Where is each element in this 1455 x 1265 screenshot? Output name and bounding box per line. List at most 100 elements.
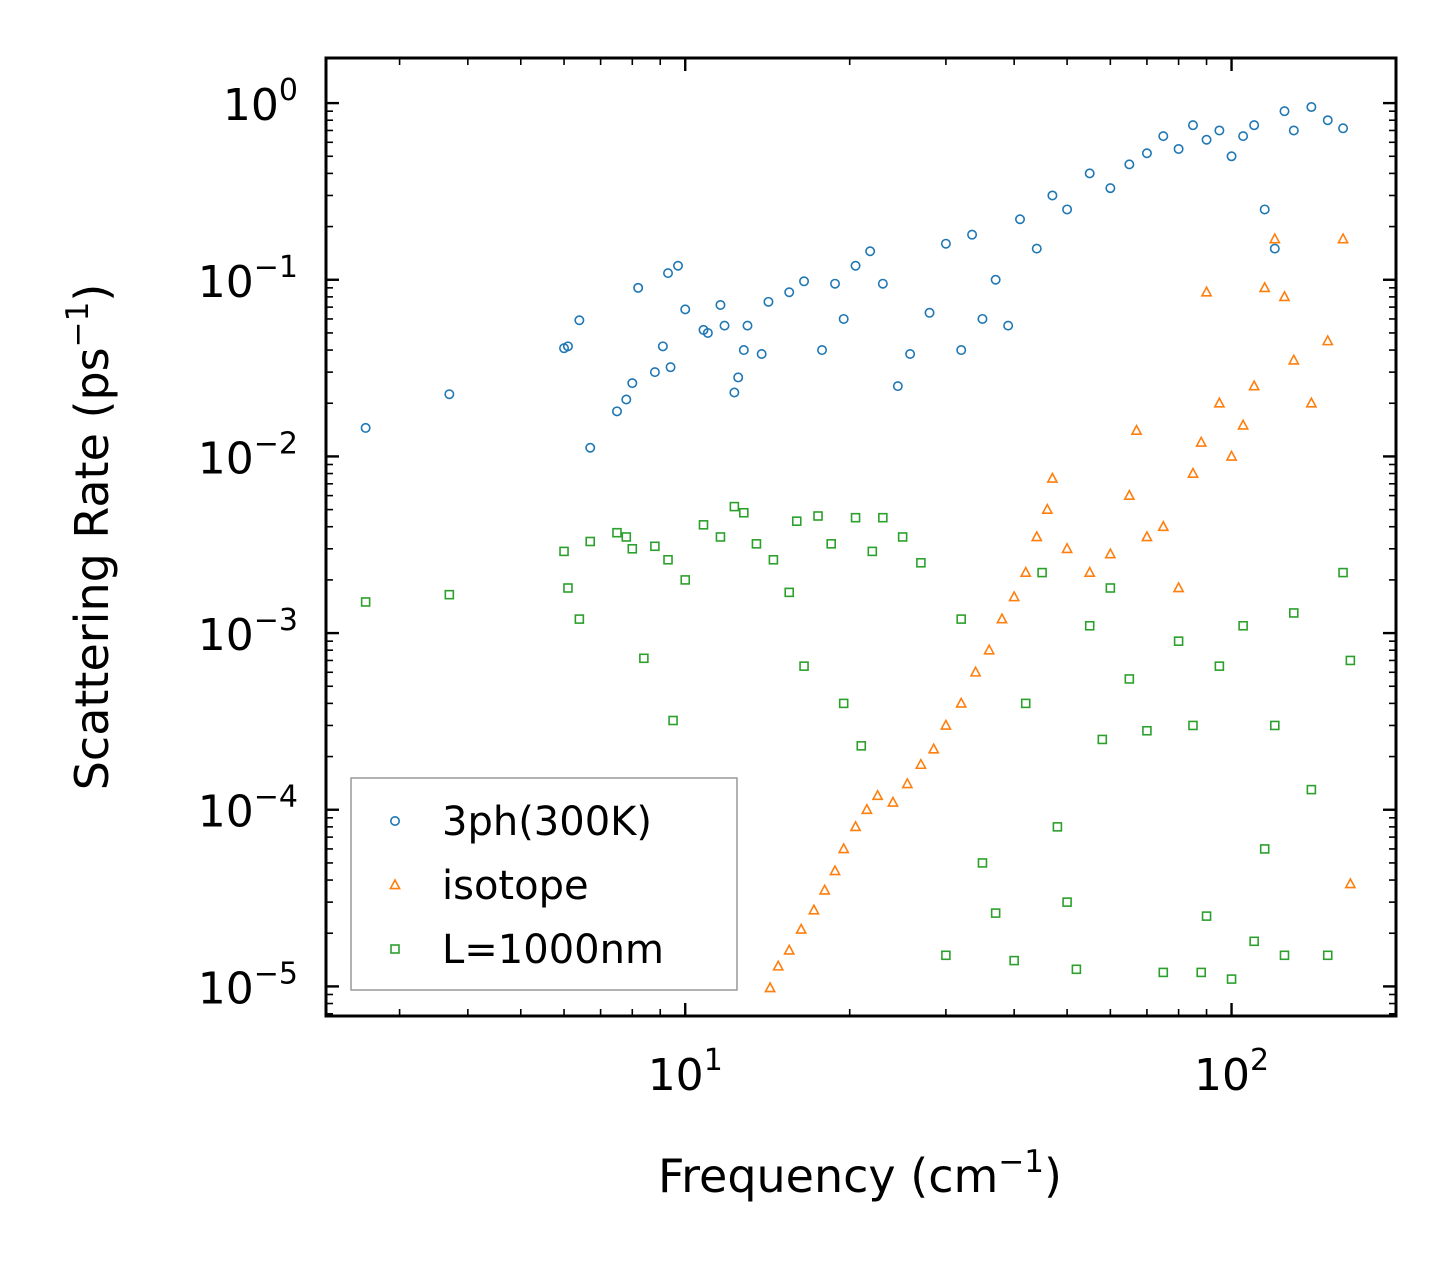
data-point — [849, 820, 862, 832]
data-point — [826, 539, 836, 549]
legend-item: L=1000nm — [390, 927, 664, 973]
data-point — [813, 511, 823, 521]
data-point — [807, 903, 820, 915]
data-point — [574, 614, 585, 624]
data-point — [772, 959, 785, 971]
data-point — [1288, 608, 1299, 618]
legend-item: isotope — [389, 863, 589, 909]
data-point — [719, 320, 730, 331]
data-point — [1338, 567, 1348, 578]
data-point — [892, 381, 903, 392]
data-point — [1226, 151, 1237, 162]
data-point — [1200, 285, 1213, 297]
data-point — [1344, 877, 1357, 889]
data-point — [1141, 148, 1152, 159]
data-point — [1052, 822, 1063, 832]
data-point — [818, 883, 831, 895]
data-point — [1321, 334, 1334, 346]
data-point — [621, 532, 632, 542]
data-point — [1130, 423, 1143, 436]
data-point — [799, 661, 809, 671]
data-point — [665, 362, 676, 373]
data-point — [1249, 936, 1259, 947]
y-axis-title: Scattering Rate (ps−1) — [60, 284, 119, 791]
data-point — [977, 313, 988, 324]
data-point — [783, 943, 796, 955]
data-point — [763, 296, 774, 307]
data-point — [585, 442, 596, 453]
data-point — [1104, 547, 1117, 559]
data-point — [1258, 281, 1271, 293]
data-point — [916, 557, 926, 568]
data-point — [751, 539, 762, 549]
data-point — [1061, 542, 1074, 554]
data-point — [967, 229, 978, 240]
data-point — [1248, 379, 1261, 391]
data-point — [729, 501, 740, 512]
data-point — [611, 406, 622, 417]
data-point — [1287, 353, 1300, 365]
data-point — [1338, 123, 1349, 134]
data-point — [1105, 583, 1116, 593]
data-point — [1225, 449, 1238, 461]
data-point — [856, 741, 867, 751]
data-point — [1084, 168, 1095, 179]
data-point — [871, 789, 884, 801]
data-point — [897, 532, 908, 542]
data-point — [612, 527, 622, 538]
data-point — [1288, 125, 1299, 136]
data-point — [627, 543, 638, 554]
tick-labels: 101 102 100 10−1 10−2 10−3 10−4 10−5 — [198, 73, 1269, 1101]
data-point — [1259, 204, 1270, 215]
data-point — [1083, 565, 1096, 577]
data-point — [562, 341, 573, 352]
y-tick-label: 10−3 — [198, 603, 298, 661]
data-point — [977, 858, 988, 868]
data-point — [1214, 125, 1225, 136]
data-point — [1157, 520, 1170, 532]
data-point — [850, 512, 861, 523]
data-point — [1195, 435, 1208, 447]
data-point — [1237, 418, 1250, 430]
data-point — [633, 282, 644, 293]
data-point — [650, 541, 660, 552]
data-point — [729, 387, 740, 398]
data-point — [1305, 396, 1318, 408]
data-point — [1008, 590, 1021, 602]
data-point — [924, 307, 935, 318]
data-point — [795, 922, 808, 934]
y-tick-label: 100 — [223, 73, 298, 131]
data-point — [905, 348, 916, 359]
data-point — [627, 378, 638, 389]
legend-marker — [390, 944, 400, 954]
legend-marker — [389, 815, 400, 826]
y-tick-label: 10−2 — [198, 426, 298, 484]
data-point — [698, 520, 709, 530]
data-point — [663, 554, 673, 565]
data-point — [837, 842, 850, 854]
data-point — [742, 320, 753, 331]
data-point — [1097, 734, 1108, 745]
legend: 3ph(300K) isotope L=1000nm — [350, 777, 738, 991]
data-point — [756, 348, 767, 359]
data-point — [739, 507, 749, 518]
plot-area — [360, 102, 1357, 993]
data-point — [1322, 115, 1333, 126]
data-point — [1279, 950, 1290, 961]
data-point — [1020, 698, 1031, 709]
data-point — [1084, 620, 1095, 631]
data-point — [1124, 674, 1135, 684]
x-axis-title: Frequency (cm−1) — [658, 1144, 1062, 1203]
data-point — [817, 345, 828, 356]
data-point — [829, 864, 841, 876]
data-point — [1037, 567, 1047, 578]
data-point — [1306, 102, 1317, 113]
data-point — [444, 589, 455, 600]
data-point — [1213, 396, 1226, 408]
data-point — [657, 341, 668, 352]
data-point — [1270, 720, 1280, 731]
data-point — [733, 372, 744, 383]
data-point — [867, 546, 878, 557]
data-point — [1306, 784, 1317, 795]
